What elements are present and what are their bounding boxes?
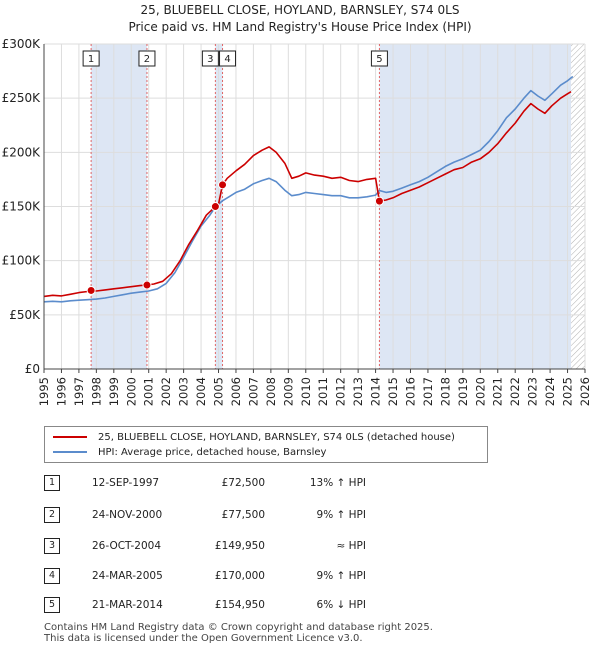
x-tick-label: 1997: [72, 377, 86, 406]
transaction-price: £72,500: [221, 477, 265, 489]
sale-point: [86, 285, 96, 295]
y-tick-label: £150K: [2, 200, 42, 214]
x-tick-label: 2018: [438, 377, 452, 406]
sale-label-number: 1: [88, 54, 94, 65]
sale-point: [374, 196, 384, 206]
x-tick-label: 2003: [177, 377, 191, 406]
x-tick-label: 2013: [351, 377, 365, 406]
transaction-price: £149,950: [214, 540, 265, 552]
transaction-price: £154,950: [214, 599, 265, 611]
x-tick-label: 2016: [403, 377, 417, 406]
legend-label-hpi: HPI: Average price, detached house, Barn…: [98, 446, 327, 458]
transaction-date: 24-MAR-2005: [92, 570, 163, 582]
x-tick-label: 1996: [54, 377, 68, 406]
x-tick-label: 2025: [561, 377, 575, 406]
x-tick-label: 2020: [473, 377, 487, 406]
transaction-price: £170,000: [214, 570, 265, 582]
x-tick-label: 1998: [89, 377, 103, 406]
transaction-hpi-relation: ≈ HPI: [336, 540, 366, 552]
sale-point: [210, 202, 220, 212]
sale-label-box: [138, 50, 156, 67]
x-tick-label: 2023: [526, 377, 540, 406]
transaction-date: 21-MAR-2014: [92, 599, 163, 611]
x-tick-label: 2022: [508, 377, 522, 406]
sale-point: [142, 280, 152, 290]
y-tick-label: £0: [25, 362, 40, 376]
x-tick-label: 2024: [543, 377, 557, 406]
sale-label-number: 4: [224, 54, 230, 65]
transaction-hpi-relation: 13% ↑ HPI: [309, 477, 366, 489]
legend-item-hpi: HPI: Average price, detached house, Barn…: [53, 445, 326, 459]
legend-swatch-hpi: [53, 451, 87, 453]
transaction-price: £77,500: [221, 509, 265, 521]
x-tick-label: 2005: [212, 377, 226, 406]
transaction-number: 4: [44, 568, 60, 584]
x-tick-label: 1999: [107, 377, 121, 406]
property-price-line: [43, 91, 572, 298]
price-chart: £0 £50K £100K £150K £200K £250K £300K 1995 1996 1…: [2, 37, 592, 406]
x-tick-label: 1995: [37, 377, 51, 406]
sale-label-number: 3: [207, 54, 213, 65]
chart-subtitle: Price paid vs. HM Land Registry's House …: [128, 20, 472, 34]
x-tick-label: 2014: [369, 377, 383, 406]
x-tick-label: 2006: [229, 377, 243, 406]
footer-license: This data is licensed under the Open Gov…: [44, 633, 363, 644]
y-tick-label: £100K: [2, 254, 42, 268]
transaction-date: 26-OCT-2004: [92, 540, 161, 552]
x-tick-label: 2011: [316, 377, 330, 406]
x-tick-label: 2004: [194, 377, 208, 406]
sale-label-box: [201, 50, 219, 67]
legend-item-property: 25, BLUEBELL CLOSE, HOYLAND, BARNSLEY, S…: [53, 430, 455, 444]
sale-label-number: 5: [376, 54, 382, 65]
x-tick-label: 2017: [421, 377, 435, 406]
transaction-hpi-relation: 9% ↑ HPI: [316, 570, 366, 582]
x-tick-label: 2002: [159, 377, 173, 406]
transaction-number: 5: [44, 597, 60, 613]
y-tick-label: £300K: [2, 37, 42, 51]
y-tick-label: £200K: [2, 145, 42, 159]
y-tick-label: £50K: [9, 308, 41, 322]
sale-label-box: [82, 50, 100, 67]
x-tick-label: 2009: [281, 377, 295, 406]
transaction-date: 12-SEP-1997: [92, 477, 160, 489]
sale-point: [218, 180, 228, 190]
transaction-date: 24-NOV-2000: [92, 509, 163, 521]
hpi-line: [43, 75, 574, 303]
chart-title: 25, BLUEBELL CLOSE, HOYLAND, BARNSLEY, S…: [140, 3, 460, 17]
sale-label-box: [219, 50, 237, 67]
chart-legend: 25, BLUEBELL CLOSE, HOYLAND, BARNSLEY, S…: [44, 426, 488, 463]
legend-swatch-property: [53, 436, 87, 438]
sale-label-box: [370, 50, 388, 67]
x-tick-label: 2000: [124, 377, 138, 406]
sale-label-number: 2: [144, 54, 150, 65]
x-tick-label: 2021: [491, 377, 505, 406]
x-tick-label: 2001: [142, 377, 156, 406]
transaction-number: 3: [44, 538, 60, 554]
y-tick-label: £250K: [2, 91, 42, 105]
transaction-hpi-relation: 9% ↑ HPI: [316, 509, 366, 521]
x-tick-label: 2007: [246, 377, 260, 406]
transaction-hpi-relation: 6% ↓ HPI: [316, 599, 366, 611]
x-tick-label: 2026: [578, 377, 592, 406]
x-tick-label: 2008: [264, 377, 278, 406]
footer-attribution: Contains HM Land Registry data © Crown c…: [44, 622, 433, 644]
x-tick-label: 2010: [299, 377, 313, 406]
x-tick-label: 2019: [456, 377, 470, 406]
transaction-number: 1: [44, 475, 60, 491]
x-tick-label: 2012: [334, 377, 348, 406]
footer-copyright: Contains HM Land Registry data © Crown c…: [44, 622, 433, 633]
legend-label-property: 25, BLUEBELL CLOSE, HOYLAND, BARNSLEY, S…: [98, 431, 455, 443]
transaction-number: 2: [44, 507, 60, 523]
x-tick-label: 2015: [386, 377, 400, 406]
